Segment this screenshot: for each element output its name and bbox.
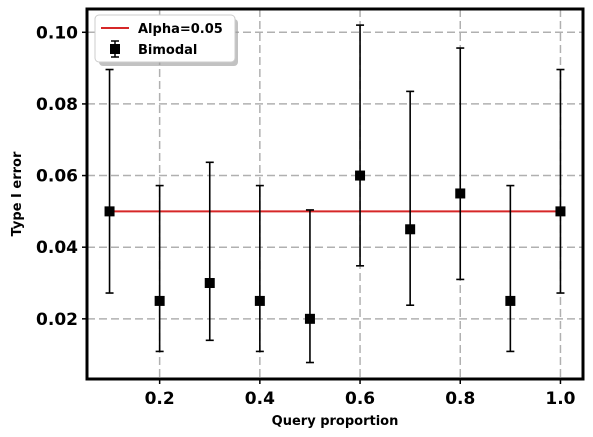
error-bar — [255, 184, 264, 353]
y-tick-label: 0.10 — [36, 23, 78, 43]
x-axis-label: Query proportion — [272, 414, 399, 429]
data-point-marker — [355, 170, 366, 181]
error-bar — [356, 24, 365, 267]
data-point-marker — [405, 224, 416, 235]
data-markers — [104, 170, 566, 324]
data-point-marker — [254, 295, 265, 306]
y-tick-label: 0.02 — [36, 310, 78, 330]
y-tick-label: 0.06 — [36, 167, 78, 187]
error-bar — [406, 90, 415, 307]
y-tick-label: 0.04 — [36, 238, 78, 258]
data-point-marker — [204, 278, 215, 289]
y-axis-ticks: 0.02 0.04 0.06 0.08 0.10 — [36, 23, 87, 330]
error-bar — [305, 209, 314, 364]
y-tick-label: 0.08 — [36, 95, 78, 115]
error-bars — [105, 24, 565, 364]
x-tick-label: 0.2 — [145, 389, 175, 409]
legend: Alpha=0.05 Bimodal — [94, 14, 238, 66]
error-bar — [155, 184, 164, 353]
error-bar — [456, 47, 465, 281]
error-bar — [205, 161, 214, 342]
x-tick-label: 1.0 — [545, 389, 575, 409]
data-point-marker — [104, 206, 115, 217]
legend-box — [94, 14, 236, 63]
legend-bimodal-label: Bimodal — [138, 43, 197, 58]
data-point-marker — [304, 313, 315, 324]
x-axis-ticks: 0.2 0.4 0.6 0.8 1.0 — [145, 379, 576, 409]
data-point-marker — [505, 295, 516, 306]
plot-frame — [85, 7, 585, 381]
legend-bimodal-marker-icon — [110, 40, 120, 58]
legend-alpha-label: Alpha=0.05 — [138, 22, 223, 37]
data-point-marker — [555, 206, 566, 217]
y-axis-label: Type I error — [10, 151, 25, 236]
error-bar — [506, 184, 515, 353]
x-tick-label: 0.8 — [445, 389, 475, 409]
x-tick-label: 0.4 — [245, 389, 275, 409]
data-point-marker — [455, 188, 466, 199]
x-tick-label: 0.6 — [345, 389, 375, 409]
data-point-marker — [154, 295, 165, 306]
error-bar — [556, 68, 565, 294]
error-bar — [105, 68, 114, 294]
